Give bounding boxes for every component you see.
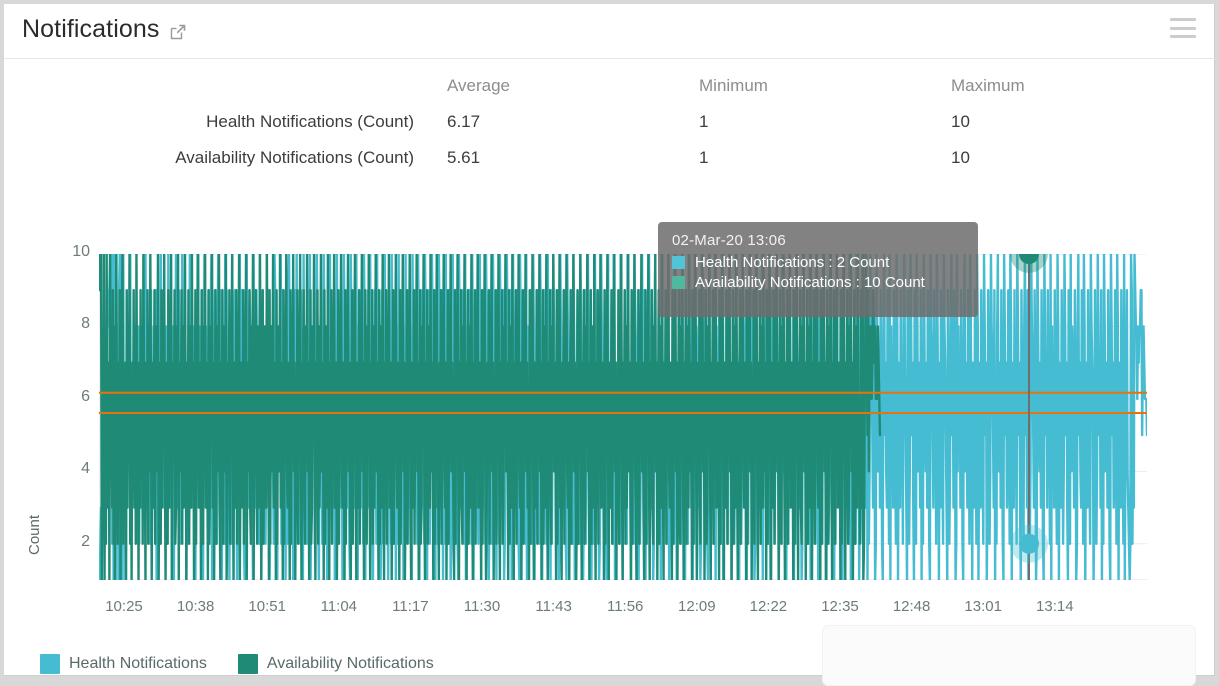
x-axis-tick-label: 13:01 <box>964 598 1002 615</box>
external-link-icon[interactable] <box>169 23 187 41</box>
y-axis-tick-label: 2 <box>81 532 90 550</box>
x-axis-tick-label: 10:25 <box>105 598 143 615</box>
stats-header-row: Average Minimum Maximum <box>4 76 1215 112</box>
stats-cell-minimum: 1 <box>699 112 709 131</box>
y-axis-tick-label: 8 <box>81 315 90 333</box>
x-axis-tick-label: 11:17 <box>392 598 429 615</box>
hamburger-bar <box>1170 26 1196 30</box>
card-header: Notifications <box>4 4 1215 59</box>
hamburger-bar <box>1170 35 1196 38</box>
legend-item-health[interactable]: Health Notifications <box>40 654 207 674</box>
notifications-chart: Count 2 4 6 8 10 10:25 10:38 10:51 11:04 11:17 11… <box>4 200 1215 630</box>
tooltip-row-availability: Availability Notifications : 10 Count <box>672 274 964 291</box>
tooltip-timestamp: 02-Mar-20 13:06 <box>672 232 786 249</box>
x-axis-tick-label: 11:04 <box>320 598 358 615</box>
summary-stats-table: Average Minimum Maximum Health Notificat… <box>4 76 1215 184</box>
stats-column-average: Average <box>447 76 511 95</box>
stats-cell-average: 6.17 <box>447 112 481 131</box>
x-axis-tick-label: 12:22 <box>749 598 788 615</box>
x-axis-ticks: 10:25 10:38 10:51 11:04 11:17 11:30 11:43 11:56… <box>4 598 1215 628</box>
x-axis-tick-label: 10:38 <box>176 598 215 615</box>
tooltip-swatch-health <box>672 256 685 269</box>
stats-cell-maximum: 10 <box>951 148 970 167</box>
x-axis-tick-label: 13:14 <box>1036 598 1074 615</box>
stats-row-label: Availability Notifications (Count) <box>175 148 414 167</box>
tooltip-text-health: Health Notifications : 2 Count <box>695 254 890 271</box>
y-axis-tick-label: 6 <box>81 387 90 405</box>
title-group: Notifications <box>22 12 187 46</box>
notifications-card: Notifications Average Minimum Maximum <box>4 4 1215 686</box>
x-axis-tick-label: 11:43 <box>535 598 572 615</box>
stats-column-minimum: Minimum <box>699 76 768 95</box>
plot-canvas[interactable] <box>99 254 1147 580</box>
chart-legend: Health Notifications Availability Notifi… <box>40 654 434 674</box>
stats-column-maximum: Maximum <box>951 76 1025 95</box>
y-axis-title: Count <box>26 514 43 555</box>
x-axis-tick-label: 10:51 <box>248 598 286 615</box>
legend-label-health: Health Notifications <box>69 655 207 672</box>
hamburger-bar <box>1170 18 1196 21</box>
hamburger-menu-icon[interactable] <box>1170 18 1196 38</box>
stats-cell-maximum: 10 <box>951 112 970 131</box>
y-axis-tick-label: 10 <box>72 243 90 260</box>
x-axis-tick-label: 11:30 <box>463 598 501 615</box>
inactive-overlay-box <box>822 625 1196 686</box>
legend-item-availability[interactable]: Availability Notifications <box>237 654 434 674</box>
x-axis-tick-label: 12:35 <box>821 598 859 615</box>
stats-cell-average: 5.61 <box>447 148 481 167</box>
tooltip-row-health: Health Notifications : 2 Count <box>672 254 964 271</box>
legend-swatch-availability <box>237 654 258 674</box>
legend-label-availability: Availability Notifications <box>266 655 434 672</box>
table-row: Availability Notifications (Count) 5.61 … <box>4 148 1215 184</box>
table-row: Health Notifications (Count) 6.17 1 10 <box>4 112 1215 148</box>
stats-row-label: Health Notifications (Count) <box>206 112 414 131</box>
y-axis-ticks: 2 4 6 8 10 <box>50 200 90 600</box>
legend-swatch-health <box>40 654 60 674</box>
x-axis-tick-label: 12:09 <box>678 598 716 615</box>
tooltip-text-availability: Availability Notifications : 10 Count <box>695 274 925 291</box>
stats-cell-minimum: 1 <box>699 148 709 167</box>
tooltip-swatch-availability <box>672 276 685 289</box>
chart-tooltip: 02-Mar-20 13:06 Health Notifications : 2… <box>658 222 978 317</box>
x-axis-tick-label: 11:56 <box>606 598 644 615</box>
page-title: Notifications <box>22 15 160 43</box>
x-axis-tick-label: 12:48 <box>892 598 931 615</box>
y-axis-tick-label: 4 <box>81 460 90 478</box>
